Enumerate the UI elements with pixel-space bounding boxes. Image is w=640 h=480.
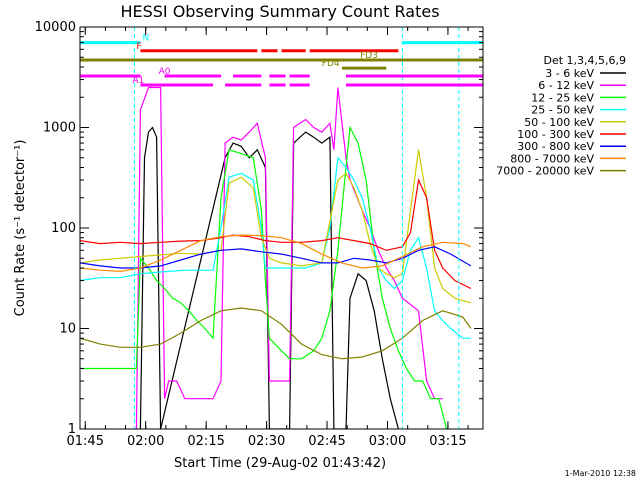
legend-label-100-300-kev: 100 - 300 keV	[517, 128, 594, 141]
series-line-100-300-kev	[80, 177, 472, 290]
x-tick-label: 02:30	[248, 434, 285, 449]
bar-label-fd3: FD3	[360, 51, 378, 61]
bar-label-a0: A0	[159, 67, 171, 77]
series-line-3-6-kev	[139, 126, 399, 429]
y-tick-label: 1000	[43, 121, 76, 136]
x-axis-label: Start Time (29-Aug-02 01:43:42)	[174, 456, 386, 471]
x-tick-label: 03:15	[429, 434, 466, 449]
legend-label-6-12-kev: 6 - 12 keV	[538, 79, 594, 92]
axis-ticks: 01:45 02:00 02:15 02:30 02:45 03:00 03:15 1 10 10…	[35, 20, 483, 449]
bar-label-fd4: FD4	[322, 59, 340, 69]
x-tick-label: 02:00	[127, 434, 164, 449]
x-tick-label: 01:45	[67, 434, 104, 449]
bar-label-f: F	[136, 42, 141, 52]
plot-frame	[79, 26, 484, 430]
series-line-300-800-kev	[80, 246, 472, 269]
series-line-800-7000-kev	[80, 234, 472, 273]
x-tick-label: 02:15	[187, 434, 224, 449]
bar-label-n: N	[142, 34, 149, 44]
legend-label-800-7000-kev: 800 - 7000 keV	[510, 152, 594, 165]
legend-label-50-100-kev: 50 - 100 keV	[524, 116, 594, 129]
y-tick-label: 1	[68, 422, 76, 437]
y-tick-label: 100	[51, 221, 76, 236]
plot-border	[79, 26, 484, 430]
series-line-7000-20000-kev	[80, 307, 472, 360]
chart-title: HESSI Observing Summary Count Rates	[120, 2, 439, 21]
plot-date-stamp: 1-Mar-2010 12:38	[565, 469, 636, 478]
series-layer	[80, 27, 472, 429]
series-line-50-100-kev	[80, 149, 472, 304]
attenuator-state-bars	[80, 41, 483, 87]
legend-title: Det 1,3,4,5,6,9	[543, 54, 626, 67]
x-tick-label: 03:00	[369, 434, 406, 449]
legend-label-12-25-kev: 12 - 25 keV	[531, 91, 594, 104]
x-tick-label: 02:45	[308, 434, 345, 449]
y-axis-label-text: Count Rate (s⁻¹ detector⁻¹)	[13, 140, 28, 317]
legend-label-300-800-kev: 300 - 800 keV	[517, 140, 594, 153]
series-line-6-12-kev	[135, 86, 443, 429]
y-tick-label: 10000	[35, 20, 76, 35]
legend-label-25-50-kev: 25 - 50 keV	[531, 104, 594, 117]
y-tick-label: 10	[59, 322, 76, 337]
legend-label-7000-20000-kev: 7000 - 20000 keV	[496, 165, 594, 178]
legend-label-3-6-kev: 3 - 6 keV	[545, 67, 594, 80]
series-line-12-25-kev	[80, 125, 448, 429]
bar-label-a1: A1	[132, 76, 144, 86]
y-axis-label: Count Rate (s⁻¹ detector⁻¹)	[13, 140, 28, 317]
